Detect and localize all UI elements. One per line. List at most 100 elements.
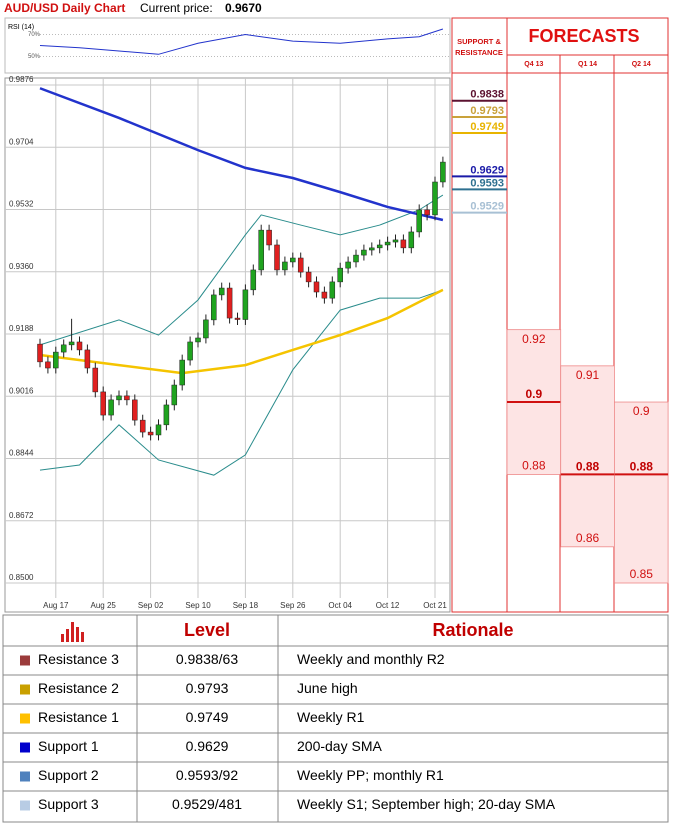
forecast-column: Q2 14 xyxy=(632,61,651,68)
candle-body xyxy=(416,209,422,233)
candle-body xyxy=(195,337,201,343)
row-name: Support 3 xyxy=(38,796,99,812)
row-rationale: Weekly S1; September high; 20-day SMA xyxy=(297,796,556,812)
line xyxy=(39,288,444,375)
y-tick-label: 0.8672 xyxy=(9,511,34,520)
level-label: 0.9793 xyxy=(470,105,504,117)
rsi-tick-label: 50% xyxy=(28,54,41,60)
forecast-column: Q4 13 xyxy=(524,61,543,68)
table-header: Rationale xyxy=(432,620,513,640)
candle-body xyxy=(211,294,217,321)
candle-body xyxy=(266,229,272,246)
level-label: 0.9838 xyxy=(470,89,504,101)
y-tick-label: 0.9876 xyxy=(9,75,34,84)
sr-title: RESISTANCE xyxy=(455,48,503,57)
level-label: 0.9593 xyxy=(470,177,504,189)
row-name: Resistance 3 xyxy=(38,651,119,667)
forecast-median-label: 0.9 xyxy=(526,387,543,401)
candle-body xyxy=(179,359,185,386)
table xyxy=(2,614,669,823)
row-name: Resistance 1 xyxy=(38,709,119,725)
candle-body xyxy=(124,395,130,401)
candle-body xyxy=(400,239,407,249)
candle-body xyxy=(218,287,225,296)
candle-body xyxy=(321,291,328,299)
row-rationale: June high xyxy=(297,680,358,696)
candle-body xyxy=(155,424,162,436)
forecast-high: 0.9 xyxy=(633,404,650,418)
level-label: 0.9629 xyxy=(470,164,504,176)
candle-body xyxy=(432,181,438,216)
candle-body xyxy=(187,341,193,361)
swatch xyxy=(20,742,30,753)
table-header: Level xyxy=(184,620,230,640)
forecast-high: 0.92 xyxy=(522,332,546,346)
candle-body xyxy=(76,341,83,351)
line xyxy=(39,194,444,346)
candle-body xyxy=(305,271,312,283)
icon-bar xyxy=(71,622,74,642)
x-tick-label: Oct 12 xyxy=(376,601,400,610)
row-level: 0.9529/481 xyxy=(172,796,242,812)
row-rationale: Weekly PP; monthly R1 xyxy=(297,767,444,783)
candle-body xyxy=(139,419,146,433)
row-rationale: Weekly and monthly R2 xyxy=(297,651,445,667)
title: AUD/USD Daily Chart xyxy=(4,1,125,15)
candle-body xyxy=(68,341,75,346)
y-tick-label: 0.8500 xyxy=(9,573,34,582)
candle-body xyxy=(37,343,43,363)
row-level: 0.9593/92 xyxy=(176,767,238,783)
row-name: Support 1 xyxy=(38,738,99,754)
forecast-title: FORECASTS xyxy=(528,26,639,46)
x-tick-label: Sep 18 xyxy=(233,601,259,610)
candle-body xyxy=(408,231,415,249)
rsi-panel xyxy=(4,17,451,74)
candle-body xyxy=(313,281,320,293)
icon-bar xyxy=(66,629,69,642)
line xyxy=(39,28,444,55)
rsi-tick-label: 70% xyxy=(28,32,41,38)
y-tick-label: 0.9188 xyxy=(9,324,34,333)
row-rationale: Weekly R1 xyxy=(297,709,365,725)
swatch xyxy=(20,771,30,782)
row-level: 0.9838/63 xyxy=(176,651,238,667)
price-label: Current price: xyxy=(140,1,213,15)
candle-body xyxy=(424,209,430,216)
candle-body xyxy=(384,241,391,246)
forecast-low: 0.88 xyxy=(522,459,546,473)
sr-title: SUPPORT & xyxy=(457,37,501,46)
row-name: Resistance 2 xyxy=(38,680,119,696)
candle-body xyxy=(84,349,91,369)
x-tick-label: Sep 02 xyxy=(138,601,164,610)
x-tick-label: Oct 21 xyxy=(423,601,447,610)
row-level: 0.9793 xyxy=(186,680,229,696)
candle-body xyxy=(258,229,264,271)
forecast-column: Q1 14 xyxy=(578,61,597,68)
forecast-median-label: 0.88 xyxy=(630,460,654,474)
candle-body xyxy=(234,317,241,320)
candle-body xyxy=(163,404,170,426)
y-tick-label: 0.9532 xyxy=(9,200,34,209)
icon-bar xyxy=(76,627,79,642)
x-tick-label: Aug 25 xyxy=(91,601,117,610)
line xyxy=(39,289,444,476)
candle-body xyxy=(290,257,296,263)
row-level: 0.9629 xyxy=(186,738,229,754)
candle-body xyxy=(132,399,138,421)
row-level: 0.9749 xyxy=(186,709,229,725)
candle-body xyxy=(45,361,51,369)
candle-body xyxy=(345,261,351,269)
row-rationale: 200-day SMA xyxy=(297,738,382,754)
y-tick-label: 0.9704 xyxy=(9,137,34,146)
y-tick-label: 0.8844 xyxy=(9,449,34,458)
candle-body xyxy=(116,395,122,401)
candle-body xyxy=(337,267,343,283)
candle-body xyxy=(147,431,154,436)
candle-body xyxy=(171,384,178,406)
candle-body xyxy=(392,239,399,243)
candle-body xyxy=(440,161,446,183)
candle-body xyxy=(92,367,99,393)
candle-body xyxy=(353,254,359,263)
icon-bar xyxy=(81,632,84,642)
